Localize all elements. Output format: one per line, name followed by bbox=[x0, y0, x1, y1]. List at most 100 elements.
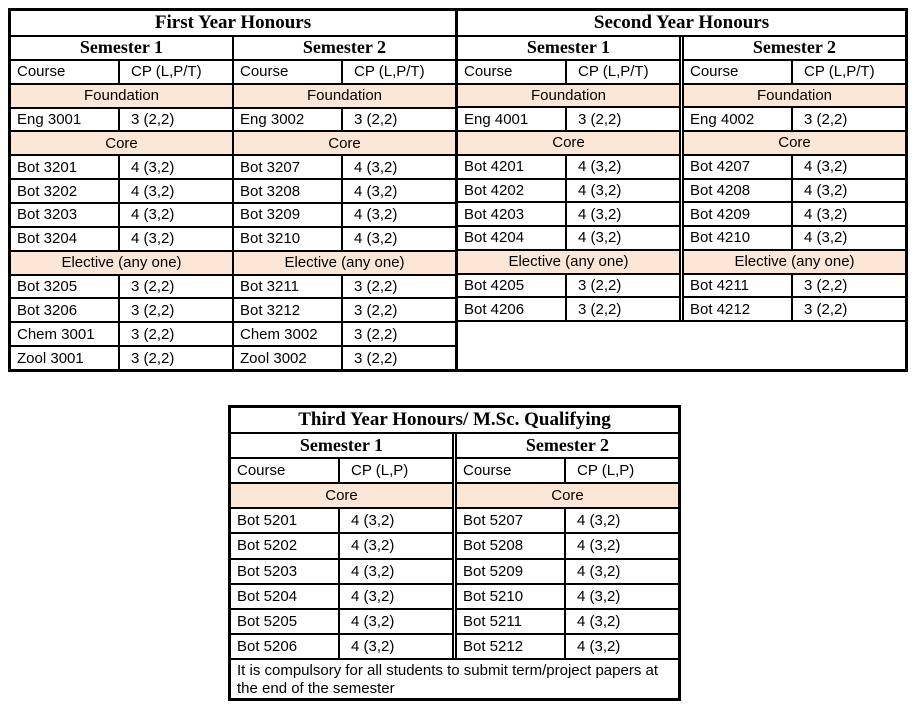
course-code-cell: Zool 3002 bbox=[240, 349, 307, 367]
section-banner: Elective (any one) bbox=[234, 249, 455, 274]
course-code-cell: Bot 3203 bbox=[17, 206, 78, 224]
course-row: Bot 3207 4 (3,2) bbox=[234, 154, 455, 179]
course-row: Bot 5212 4 (3,2) bbox=[457, 632, 678, 658]
section-banner: Core bbox=[234, 130, 455, 155]
course-code-cell: Bot 3208 bbox=[240, 182, 301, 200]
credit-points-cell: 4 (3,2) bbox=[564, 634, 678, 658]
second-year-honours-table: Second Year Honours Semester 1 Course CP (L… bbox=[455, 8, 908, 372]
course-code-cell: Bot 3211 bbox=[240, 278, 299, 296]
course-row: Bot 5201 4 (3,2) bbox=[231, 507, 452, 533]
section-banner: Core bbox=[457, 482, 678, 508]
semester-column: Semester 1 Course CP (L,P/T) Foundation Eng … bbox=[458, 37, 679, 320]
credit-points-cell: 4 (3,2) bbox=[341, 180, 455, 203]
credit-points-cell: 3 (2,2) bbox=[791, 108, 905, 130]
section-banner: Elective (any one) bbox=[458, 248, 679, 273]
semester-column: Semester 1 Course CP (L,P) Core Bot 5201 4 (3… bbox=[231, 434, 452, 658]
course-row: Eng 4002 3 (2,2) bbox=[684, 106, 905, 130]
credit-points-cell: 4 (3,2) bbox=[791, 179, 905, 202]
credit-points-cell: 4 (3,2) bbox=[338, 609, 452, 633]
course-code-cell: Bot 5203 bbox=[237, 562, 298, 580]
credit-points-cell: 4 (3,2) bbox=[565, 155, 679, 178]
course-code-cell: Bot 3207 bbox=[240, 158, 301, 176]
course-code-cell: Bot 5201 bbox=[237, 512, 298, 530]
first-year-honours-table: First Year Honours Semester 1 Course CP (L,… bbox=[8, 8, 458, 372]
credit-points-cell: 4 (3,2) bbox=[341, 156, 455, 179]
credit-points-cell: 4 (3,2) bbox=[118, 180, 232, 203]
section-banner: Core bbox=[458, 130, 679, 154]
section-banner: Foundation bbox=[684, 82, 905, 107]
table-title: First Year Honours bbox=[11, 11, 455, 37]
course-code-cell: Bot 4210 bbox=[690, 229, 751, 247]
course-code-cell: Eng 3002 bbox=[240, 111, 305, 128]
course-code-cell: Bot 3204 bbox=[17, 230, 78, 248]
credit-points-cell: 4 (3,2) bbox=[565, 227, 679, 249]
course-code-cell: Zool 3001 bbox=[17, 349, 84, 367]
credit-points-cell: 4 (3,2) bbox=[338, 634, 452, 658]
credit-points-cell: 4 (3,2) bbox=[338, 584, 452, 608]
semesters-container: Semester 1 Course CP (L,P/T) Foundation Eng … bbox=[11, 37, 455, 370]
section-banner: Foundation bbox=[234, 82, 455, 107]
course-row: Bot 3205 3 (2,2) bbox=[11, 273, 232, 298]
section-banner: Foundation bbox=[458, 82, 679, 107]
course-row: Bot 3201 4 (3,2) bbox=[11, 154, 232, 179]
cp-column-header: CP (L,P/T) bbox=[341, 60, 455, 83]
semester-title: Semester 1 bbox=[299, 435, 384, 456]
column-header-row: Course CP (L,P) bbox=[457, 457, 678, 483]
semester-title: Semester 2 bbox=[302, 37, 387, 58]
section-banner: Elective (any one) bbox=[11, 249, 232, 274]
course-code-cell: Bot 4201 bbox=[464, 158, 525, 176]
semester-column: Semester 2 Course CP (L,P/T) Foundation Eng … bbox=[234, 37, 455, 370]
course-code-cell: Bot 3206 bbox=[17, 301, 78, 319]
section-banner: Foundation bbox=[11, 82, 232, 107]
credit-points-cell: 3 (2,2) bbox=[341, 275, 455, 298]
course-row: Zool 3001 3 (2,2) bbox=[11, 345, 232, 370]
credit-points-cell: 3 (2,2) bbox=[565, 108, 679, 130]
cp-column-header: CP (L,P/T) bbox=[565, 60, 679, 83]
course-row: Bot 4201 4 (3,2) bbox=[458, 153, 679, 178]
semester-divider bbox=[452, 434, 457, 658]
column-header-row: Course CP (L,P/T) bbox=[458, 58, 679, 83]
course-column-header: Course bbox=[237, 462, 286, 480]
course-code-cell: Eng 4001 bbox=[464, 110, 529, 128]
course-row: Bot 4207 4 (3,2) bbox=[684, 153, 905, 178]
course-code-cell: Bot 5209 bbox=[463, 562, 524, 580]
course-row: Bot 5207 4 (3,2) bbox=[457, 507, 678, 533]
semester-divider bbox=[232, 37, 234, 369]
semester-divider bbox=[679, 37, 684, 320]
credit-points-cell: 4 (3,2) bbox=[118, 204, 232, 226]
course-row: Bot 3204 4 (3,2) bbox=[11, 225, 232, 250]
table-title: Third Year Honours/ M.Sc. Qualifying bbox=[231, 408, 678, 434]
course-row: Bot 4208 4 (3,2) bbox=[684, 177, 905, 202]
section-banner: Elective (any one) bbox=[684, 248, 905, 273]
credit-points-cell: 4 (3,2) bbox=[564, 609, 678, 633]
course-code-cell: Bot 5210 bbox=[463, 587, 524, 605]
course-row: Bot 3209 4 (3,2) bbox=[234, 202, 455, 226]
course-code-cell: Bot 4203 bbox=[464, 205, 525, 223]
credit-points-cell: 3 (2,2) bbox=[118, 299, 232, 322]
course-code-cell: Bot 4208 bbox=[690, 181, 751, 199]
course-row: Bot 5205 4 (3,2) bbox=[231, 607, 452, 633]
column-header-row: Course CP (L,P/T) bbox=[684, 58, 905, 83]
column-header-row: Course CP (L,P) bbox=[231, 457, 452, 483]
credit-points-cell: 4 (3,2) bbox=[341, 204, 455, 226]
course-row: Zool 3002 3 (2,2) bbox=[234, 345, 455, 370]
course-row: Bot 3203 4 (3,2) bbox=[11, 202, 232, 226]
course-row: Bot 3208 4 (3,2) bbox=[234, 178, 455, 203]
credit-points-cell: 4 (3,2) bbox=[564, 584, 678, 608]
credit-points-cell: 4 (3,2) bbox=[338, 534, 452, 558]
credit-points-cell: 3 (2,2) bbox=[118, 275, 232, 298]
course-column-header: Course bbox=[690, 63, 739, 81]
course-code-cell: Bot 5212 bbox=[463, 637, 524, 655]
course-code-cell: Bot 3202 bbox=[17, 182, 78, 200]
table-title: Second Year Honours bbox=[458, 11, 905, 37]
semesters-container: Semester 1 Course CP (L,P) Core Bot 5201 4 (3… bbox=[231, 434, 678, 660]
cp-column-header: CP (L,P/T) bbox=[118, 60, 232, 83]
course-row: Bot 5210 4 (3,2) bbox=[457, 582, 678, 608]
course-code-cell: Chem 3001 bbox=[17, 325, 95, 343]
semesters-container: Semester 1 Course CP (L,P/T) Foundation Eng … bbox=[458, 37, 905, 322]
course-column-header: Course bbox=[17, 63, 66, 81]
cp-column-header: CP (L,P) bbox=[338, 459, 452, 483]
semester-title: Semester 2 bbox=[525, 435, 610, 456]
course-code-cell: Bot 5204 bbox=[237, 587, 298, 605]
